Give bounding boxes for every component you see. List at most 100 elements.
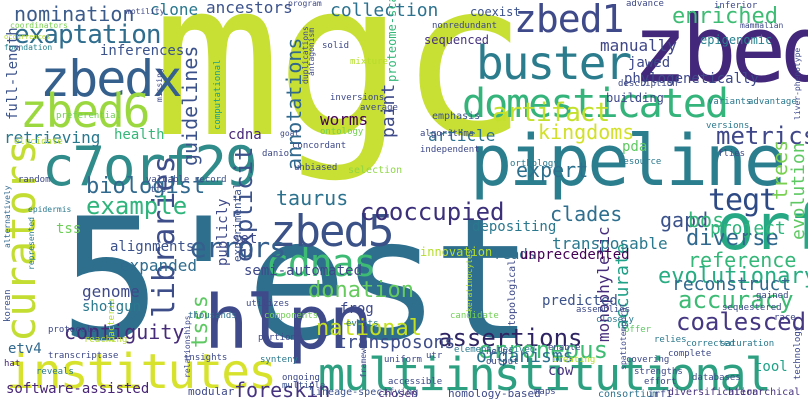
word-clone: clone (150, 0, 199, 19)
word-lineage-specifying: lineage-specifying (310, 387, 419, 398)
word-5est: 5'est (60, 182, 534, 378)
word-article: article (428, 126, 496, 145)
word-spatiotemporal: spatiotemporal (619, 302, 628, 370)
word-assemblies: assemblies (576, 305, 631, 315)
word-experimental: experimental (231, 182, 244, 262)
word-strengths: strengths (634, 367, 683, 377)
word-artifact: artifact (492, 98, 610, 128)
word-sequenced: sequenced (424, 33, 490, 47)
word-kingdoms: kingdoms (538, 120, 635, 144)
word-modular: modular (188, 385, 235, 398)
word-collection: collection (330, 0, 439, 21)
word-zbed: zbed (632, 0, 808, 103)
word-national: national (316, 316, 422, 341)
word-concordant: concordant (292, 141, 347, 151)
word-multiple: multiple (282, 381, 326, 391)
word-ontology: ontology (320, 127, 364, 137)
word-worms: worms (320, 110, 369, 129)
word-record: record (194, 175, 227, 185)
word-tool: tool (754, 359, 788, 375)
word-represented: represented (27, 217, 36, 270)
word-selection: selection (348, 165, 403, 176)
word-domesticated: domesticated (462, 81, 729, 127)
word-taurus: taurus (276, 186, 349, 210)
word-diversification: diversification (668, 387, 759, 398)
word-jawed: jawed (628, 55, 671, 71)
word-protocols: protocols (48, 325, 97, 335)
word-occurrences: occurrences (4, 33, 51, 41)
word-random: random (18, 175, 51, 185)
word-epigenomic: epigenomic (700, 33, 773, 47)
word-hlpn: hlpn (204, 280, 373, 366)
word-preferential: preferential (56, 111, 122, 121)
word-reaching: reaching (84, 335, 128, 345)
word-exaptation: exaptation (14, 20, 162, 50)
word-danio: danio (262, 149, 290, 159)
word-contiguity: contiguity (64, 320, 185, 344)
word-algorithms: algorithms (420, 129, 475, 139)
word-utr: utr (426, 351, 443, 361)
word-closely: closely (596, 315, 634, 325)
word-reconstruct: reconstruct (672, 274, 792, 295)
word-consortium: consortium (598, 389, 659, 400)
word-predicted: predicted (542, 293, 618, 309)
word-foreskin: foreskin (234, 378, 331, 402)
word-motility: motility (126, 7, 165, 16)
word-thousands: thousands (188, 311, 237, 321)
word-ancestors: ancestors (206, 0, 293, 17)
word-tegt: tegt (708, 183, 777, 218)
word-creating: creating (552, 355, 596, 365)
word-candidate: candidate (450, 311, 499, 321)
word-helps: helps (486, 347, 514, 357)
word-orthology: orthology (510, 159, 559, 169)
word-offer: offer (624, 325, 652, 335)
word-phylogenetically: phylogenetically (624, 71, 759, 87)
word-alternatively: alternatively (3, 185, 12, 248)
word-antagonism: antagonism (307, 27, 316, 76)
word-portion: portion (258, 333, 296, 343)
word-depositing: depositing (472, 219, 557, 235)
word-covering: covering (626, 355, 670, 365)
word-accuracy: accuracy (678, 286, 794, 314)
word-gained: gained (756, 291, 789, 301)
word-solid: solid (322, 41, 350, 51)
word-zbedx: zbedx (40, 50, 183, 108)
word-framework: framework (359, 334, 368, 378)
word-trees: trees (768, 139, 792, 200)
word-coexist: coexist (470, 5, 521, 19)
word-mammalian: mammalian (740, 21, 784, 30)
word-goal: goal (280, 129, 300, 138)
word-clades: clades (550, 202, 623, 226)
word-institutes: institutes (6, 344, 277, 400)
word-bos: bos (688, 208, 725, 232)
word-pda: pda (622, 139, 648, 155)
word-ongoing: ongoing (282, 373, 320, 383)
word-nonredundant: nonredundant (432, 21, 498, 31)
word-orf: orf (716, 191, 808, 265)
word-homology-based: homology-based (448, 387, 541, 400)
word-coalesced: coalesced (676, 308, 807, 336)
word-project: project (710, 218, 786, 239)
word-coordinators: coordinators (10, 21, 68, 30)
word-assertions: assertions (438, 324, 583, 352)
word-proteome-scale: proteome-scale (385, 0, 399, 82)
word-alignments: alignments (110, 239, 195, 255)
word-inferior: inferior (714, 1, 758, 11)
word-advantage: advantage (748, 97, 797, 107)
word-erroneous: erroneous (478, 336, 609, 364)
word-retrieving: retrieving (4, 128, 101, 147)
word-enable: enable (548, 343, 581, 353)
word-example: example (86, 192, 188, 220)
word-inversions: inversions (330, 93, 385, 103)
word-hierarchical: hierarchical (728, 387, 801, 398)
word-transposable: transposable (552, 234, 668, 253)
word-transposons: transposons (336, 332, 456, 353)
word-flies: flies (718, 149, 746, 159)
word-diverse: diverse (686, 226, 779, 251)
word-technology: technology (793, 325, 803, 380)
word-elucidate: elucidate (14, 137, 63, 147)
word-hat: hat (4, 359, 21, 369)
word-tsss: tsss (188, 295, 213, 348)
word-emphasis: emphasis (432, 111, 481, 122)
word-organisms: organisms (476, 346, 574, 367)
